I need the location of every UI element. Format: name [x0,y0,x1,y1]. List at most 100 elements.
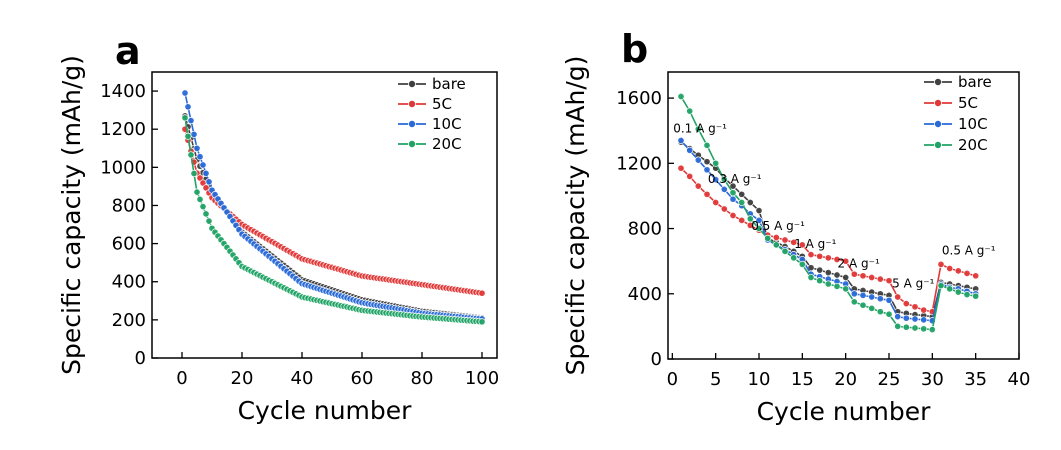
y-tick-label: 400 [628,284,662,305]
data-point [746,215,754,223]
data-point [190,130,198,138]
data-point [184,103,192,111]
legend-label: 10C [432,115,462,133]
plot-frame [151,71,498,359]
data-point [720,205,728,213]
legend-item-20C: 20C [398,135,462,153]
data-point [963,269,971,277]
data-point [850,290,858,298]
x-tick-label: 0 [176,368,187,389]
data-point [946,264,954,273]
x-tick-label: 60 [351,368,374,389]
y-tick-label: 1400 [100,81,146,102]
data-point [729,189,737,197]
rate-annotation: 0.3 A g⁻¹ [708,172,762,186]
data-point [686,146,694,154]
data-point [677,136,685,145]
data-point [199,203,207,211]
y-tick-label: 1000 [100,157,146,178]
data-point [790,254,798,262]
legend-marker [934,140,943,149]
rate-annotation: 5 A g⁻¹ [892,276,934,290]
legend-label: 5C [432,95,452,113]
legend-marker [934,120,943,129]
data-point [738,190,746,198]
data-point [193,144,201,152]
data-point [885,277,893,285]
data-point [894,313,902,321]
data-point [902,300,910,308]
y-tick-label: 1200 [100,119,146,140]
x-tick-label: 10 [748,369,771,390]
data-point [755,216,763,224]
x-tick-label: 40 [291,368,314,389]
x-tick-label: 35 [964,369,987,390]
rate-annotation: 0.5 A g⁻¹ [942,244,996,258]
data-point [202,210,210,218]
data-point [876,275,884,283]
data-point [720,185,728,193]
data-point [885,310,893,318]
data-point [824,254,832,262]
series-bare [677,138,980,321]
data-point [911,324,919,332]
data-point [755,207,763,215]
data-point [181,114,189,122]
rate-annotation: 2 A g⁻¹ [838,257,880,271]
data-point [703,166,711,174]
x-tick-label: 100 [465,368,499,389]
data-point [196,195,204,203]
data-point [181,89,189,97]
data-point [720,176,728,184]
data-point [902,314,910,322]
data-point [205,178,213,186]
data-point [842,285,850,293]
y-tick-label: 600 [112,234,146,255]
data-point [885,296,893,304]
y-tick-label: 1600 [616,88,662,109]
data-point [963,291,971,299]
y-tick-label: 0 [135,348,146,369]
data-point [781,247,789,255]
legend-item-bare: bare [924,73,992,91]
data-point [187,117,195,125]
data-point [184,132,192,140]
plot-frame [667,71,1020,360]
data-point [712,159,720,167]
data-point [694,156,702,164]
data-point [807,251,815,259]
data-point [946,285,954,293]
x-axis-title: Cycle number [238,396,413,425]
data-point [677,92,685,101]
data-point [868,273,876,282]
data-point [937,260,945,268]
data-point [868,304,876,312]
x-tick-label: 80 [411,368,434,389]
data-point [478,289,486,297]
data-point [712,198,720,207]
data-point [928,326,936,334]
data-point [738,216,746,224]
panel-b-label: b [621,27,648,71]
series-10C [677,136,980,325]
data-point [920,306,928,314]
data-point [694,125,702,133]
legend-marker [934,78,943,87]
legend-item-20C: 20C [924,136,988,154]
legend-item-10C: 10C [924,115,988,133]
data-point [199,161,207,169]
legend-marker [407,120,416,129]
panel-a-label: a [115,29,141,73]
data-point [807,273,815,282]
legend-item-5C: 5C [398,95,452,113]
y-tick-label: 200 [112,310,146,331]
data-point [729,211,737,220]
data-point [781,236,789,244]
x-tick-label: 15 [791,369,814,390]
data-point [850,270,858,278]
data-point [187,151,195,159]
y-tick-label: 0 [651,349,662,370]
data-point [842,273,850,282]
